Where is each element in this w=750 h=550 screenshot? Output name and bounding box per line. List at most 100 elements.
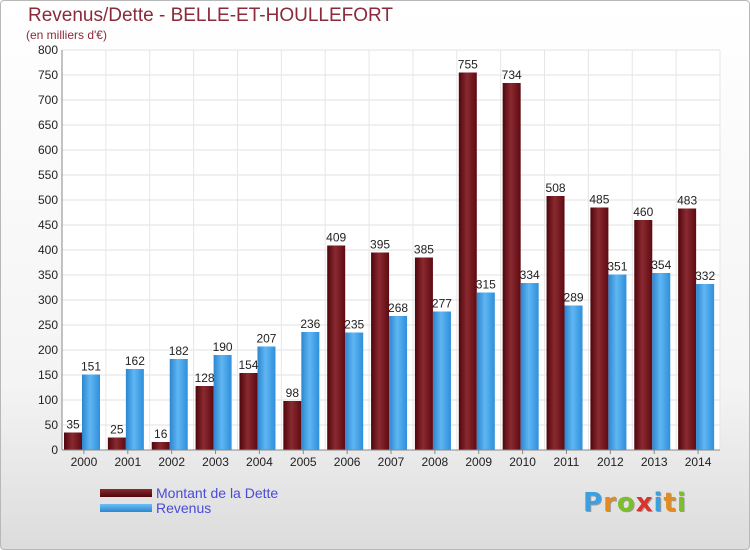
- logo-letter: o: [616, 488, 636, 518]
- y-tick-label: 400: [38, 243, 58, 257]
- bar-revenus: [213, 355, 232, 450]
- y-tick-label: 200: [38, 343, 58, 357]
- bar-dette: [239, 373, 258, 450]
- value-label-dette: 128: [195, 371, 215, 385]
- x-tick-label: 2005: [290, 455, 317, 469]
- y-tick-label: 300: [38, 293, 58, 307]
- legend-label-debt: Montant de la Dette: [156, 485, 279, 501]
- chart-title: Revenus/Dette - BELLE-ET-HOULLEFORT: [28, 5, 393, 26]
- x-tick-label: 2007: [378, 455, 405, 469]
- x-tick-label: 2004: [246, 455, 273, 469]
- value-label-revenus: 354: [651, 258, 671, 272]
- value-label-dette: 755: [458, 58, 478, 72]
- value-label-revenus: 332: [695, 269, 715, 283]
- y-tick-label: 350: [38, 268, 58, 282]
- bar-dette: [590, 207, 609, 450]
- logo-letter: t: [663, 488, 677, 518]
- y-tick-label: 450: [38, 218, 58, 232]
- axis-layer: 0 50 100 150 200 250 300 350 400 450 500 550 600 650 7…: [38, 43, 720, 469]
- bar-dette: [678, 208, 697, 450]
- bar-revenus: [696, 284, 715, 450]
- x-tick-label: 2009: [465, 455, 492, 469]
- value-label-revenus: 190: [213, 340, 233, 354]
- y-tick-label: 500: [38, 193, 58, 207]
- bars-layer: [64, 72, 715, 450]
- x-tick-label: 2001: [114, 455, 141, 469]
- logo-letter: x: [635, 488, 654, 518]
- value-label-revenus: 334: [520, 268, 540, 282]
- value-label-dette: 734: [502, 68, 522, 82]
- bar-dette: [151, 442, 170, 450]
- value-label-revenus: 162: [125, 354, 145, 368]
- bar-dette: [283, 401, 302, 450]
- value-label-revenus: 151: [81, 360, 101, 374]
- value-label-dette: 460: [633, 205, 653, 219]
- value-label-revenus: 351: [607, 260, 627, 274]
- bar-revenus: [432, 311, 451, 450]
- x-tick-label: 2010: [509, 455, 536, 469]
- bar-revenus: [564, 305, 583, 450]
- labels-layer: 35 151 25 162 16 182 128 190 154 207 98 236 409 235 39…: [66, 58, 715, 442]
- y-tick-label: 250: [38, 318, 58, 332]
- value-label-revenus: 289: [564, 291, 584, 305]
- bar-revenus: [257, 346, 276, 450]
- value-label-revenus: 235: [344, 318, 364, 332]
- bar-revenus: [301, 332, 320, 450]
- y-tick-label: 650: [38, 118, 58, 132]
- y-tick-label: 100: [38, 393, 58, 407]
- logo-letter: r: [603, 488, 617, 518]
- bar-revenus: [389, 316, 408, 450]
- bar-revenus: [125, 369, 144, 450]
- y-tick-label: 700: [38, 93, 58, 107]
- y-tick-label: 800: [38, 43, 58, 57]
- value-label-revenus: 182: [169, 344, 189, 358]
- bar-revenus: [169, 359, 188, 450]
- x-tick-label: 2011: [554, 455, 580, 469]
- value-label-dette: 16: [154, 427, 168, 441]
- bar-revenus: [345, 332, 364, 450]
- chart-subtitle: (en milliers d'€): [26, 28, 107, 42]
- value-label-revenus: 268: [388, 301, 408, 315]
- x-tick-label: 2014: [685, 455, 712, 469]
- value-label-dette: 409: [326, 231, 346, 245]
- bar-revenus: [476, 292, 495, 450]
- bar-dette: [634, 220, 653, 450]
- x-tick-label: 2008: [422, 455, 449, 469]
- value-label-revenus: 277: [432, 297, 452, 311]
- y-tick-label: 150: [38, 368, 58, 382]
- y-tick-label: 750: [38, 68, 58, 82]
- bar-dette: [546, 196, 565, 450]
- bar-dette: [195, 386, 214, 450]
- value-label-revenus: 236: [300, 317, 320, 331]
- bar-dette: [64, 432, 82, 450]
- value-label-dette: 25: [110, 423, 124, 437]
- value-label-dette: 485: [589, 193, 609, 207]
- bar-revenus: [652, 273, 671, 450]
- x-tick-label: 2000: [71, 455, 98, 469]
- x-tick-label: 2012: [597, 455, 624, 469]
- value-label-dette: 35: [66, 418, 80, 432]
- logo-letter: i: [653, 488, 664, 518]
- y-tick-label: 600: [38, 143, 58, 157]
- value-label-dette: 385: [414, 243, 434, 257]
- value-label-dette: 98: [286, 386, 300, 400]
- bar-revenus: [82, 374, 100, 450]
- legend-label-revenus: Revenus: [156, 500, 212, 516]
- proxiti-logo: Proxiti: [583, 488, 687, 518]
- value-label-dette: 483: [677, 194, 697, 208]
- value-label-dette: 395: [370, 238, 390, 252]
- bar-revenus: [520, 283, 539, 450]
- y-tick-label: 0: [51, 443, 58, 457]
- y-tick-label: 550: [38, 168, 58, 182]
- logo-letter: P: [583, 488, 604, 518]
- value-label-revenus: 315: [476, 278, 496, 292]
- legend-swatch-debt: [100, 489, 152, 497]
- y-tick-label: 50: [45, 418, 59, 432]
- bar-dette: [414, 257, 433, 450]
- bar-revenus: [608, 274, 627, 450]
- value-label-dette: 154: [238, 358, 258, 372]
- x-tick-label: 2013: [641, 455, 668, 469]
- bar-dette: [458, 72, 477, 450]
- legend-swatch-revenus: [100, 504, 152, 512]
